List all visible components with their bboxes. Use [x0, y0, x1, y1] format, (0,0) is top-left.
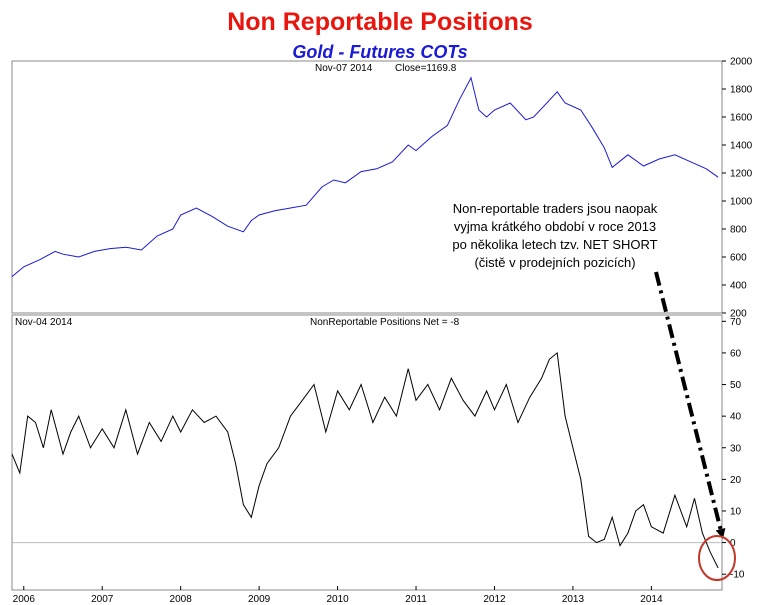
xtick-label: 2013	[562, 594, 585, 605]
price-ytick-label: 800	[730, 225, 747, 236]
net-ytick-label: 40	[730, 412, 742, 423]
price-ytick-label: 600	[730, 253, 747, 264]
net-header-left: Nov-04 2014	[15, 317, 73, 328]
xtick-label: 2008	[170, 594, 193, 605]
xtick-label: 2006	[13, 594, 36, 605]
xtick-label: 2011	[405, 594, 427, 605]
chart-subtitle: Gold - Futures COTs	[292, 42, 468, 62]
xtick-label: 2009	[248, 594, 271, 605]
net-ytick-label: -10	[730, 570, 745, 581]
annotation-line-2: vyjma krátkého období v roce 2013	[454, 219, 656, 234]
price-header-right: Close=1169.8	[395, 63, 457, 74]
price-ytick-label: 1800	[730, 85, 753, 96]
xtick-label: 2010	[326, 594, 349, 605]
price-ytick-label: 1000	[730, 197, 753, 208]
annotation-line-4: (čistě v prodejních pozicích)	[474, 255, 635, 270]
net-ytick-label: 30	[730, 443, 742, 454]
price-ytick-label: 1600	[730, 113, 753, 124]
price-panel	[11, 60, 723, 314]
net-ytick-label: 0	[730, 538, 736, 549]
net-ytick-label: 10	[730, 506, 742, 517]
price-series-line	[11, 76, 719, 277]
net-ytick-label: 60	[730, 348, 742, 359]
price-ytick-label: 1200	[730, 169, 753, 180]
annotation: Non-reportable traders jsou naopak vyjma…	[452, 201, 657, 270]
price-ytick-label: 1400	[730, 141, 753, 152]
net-header-center: NonReportable Positions Net = -8	[310, 317, 460, 328]
annotation-line-3: po několika letech tzv. NET SHORT	[452, 237, 657, 252]
annotation-line-1: Non-reportable traders jsou naopak	[453, 201, 658, 216]
net-series-line	[11, 351, 719, 569]
net-ytick-label: 70	[730, 317, 742, 328]
highlight-circle	[698, 535, 736, 581]
net-ytick-label: 20	[730, 475, 742, 486]
xtick-label: 2012	[483, 594, 506, 605]
price-ytick-label: 400	[730, 281, 747, 292]
price-header-left: Nov-07 2014	[315, 63, 373, 74]
annotation-arrow	[654, 271, 726, 539]
net-ytick-label: 50	[730, 380, 742, 391]
chart-title: Non Reportable Positions	[227, 8, 533, 36]
xtick-label: 2014	[640, 594, 663, 605]
xtick-label: 2007	[91, 594, 114, 605]
price-ytick-label: 2000	[730, 57, 753, 68]
net-panel	[11, 314, 723, 591]
price-ytick-label: 200	[730, 309, 747, 320]
